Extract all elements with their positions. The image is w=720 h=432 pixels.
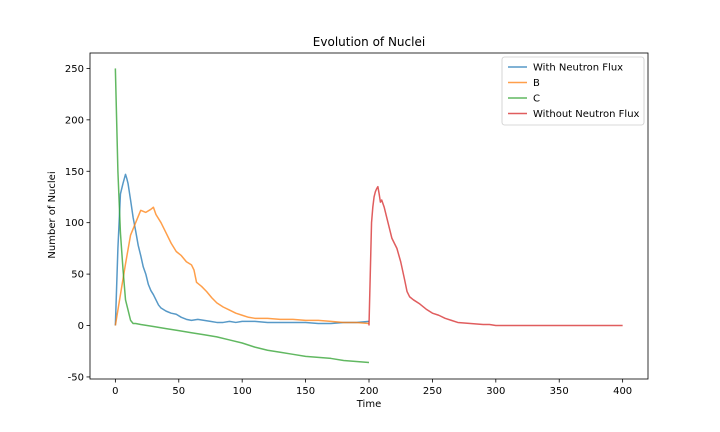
y-tick-label: 250 <box>65 64 84 75</box>
y-axis: -50 0 50 100 150 200 250 <box>65 64 90 383</box>
plot-area <box>114 68 623 364</box>
x-tick-label: 0 <box>112 386 118 397</box>
y-tick-label: 50 <box>71 270 84 281</box>
legend-box <box>501 56 645 126</box>
series-line-1 <box>114 173 370 326</box>
legend-label: C <box>533 94 540 105</box>
legend-label: Without Neutron Flux <box>533 109 640 120</box>
legend-label: With Neutron Flux <box>533 63 623 74</box>
x-tick-label: 400 <box>613 386 632 397</box>
series-line-2 <box>114 206 370 326</box>
y-tick-label: 100 <box>65 218 84 229</box>
y-axis-label: Number of Nuclei <box>47 171 58 258</box>
x-tick-label: 100 <box>233 386 252 397</box>
series-line-4 <box>368 185 623 327</box>
y-tick-label: 0 <box>78 321 84 332</box>
y-tick-label: -50 <box>68 372 84 383</box>
x-axis: 0 50 100 150 200 250 300 350 400 <box>112 379 632 397</box>
legend: With Neutron Flux BC Without Neutron Flux <box>501 56 645 126</box>
chart-title: Evolution of Nuclei <box>313 35 425 49</box>
x-tick-label: 250 <box>423 386 442 397</box>
x-tick-label: 150 <box>296 386 315 397</box>
x-tick-label: 50 <box>172 386 185 397</box>
y-tick-label: 150 <box>65 167 84 178</box>
series-line-3 <box>114 68 370 364</box>
y-tick-label: 200 <box>65 115 84 126</box>
x-tick-label: 350 <box>550 386 569 397</box>
legend-label: B <box>533 78 540 89</box>
x-axis-label: Time <box>356 399 381 410</box>
x-tick-label: 200 <box>359 386 378 397</box>
x-tick-label: 300 <box>486 386 505 397</box>
